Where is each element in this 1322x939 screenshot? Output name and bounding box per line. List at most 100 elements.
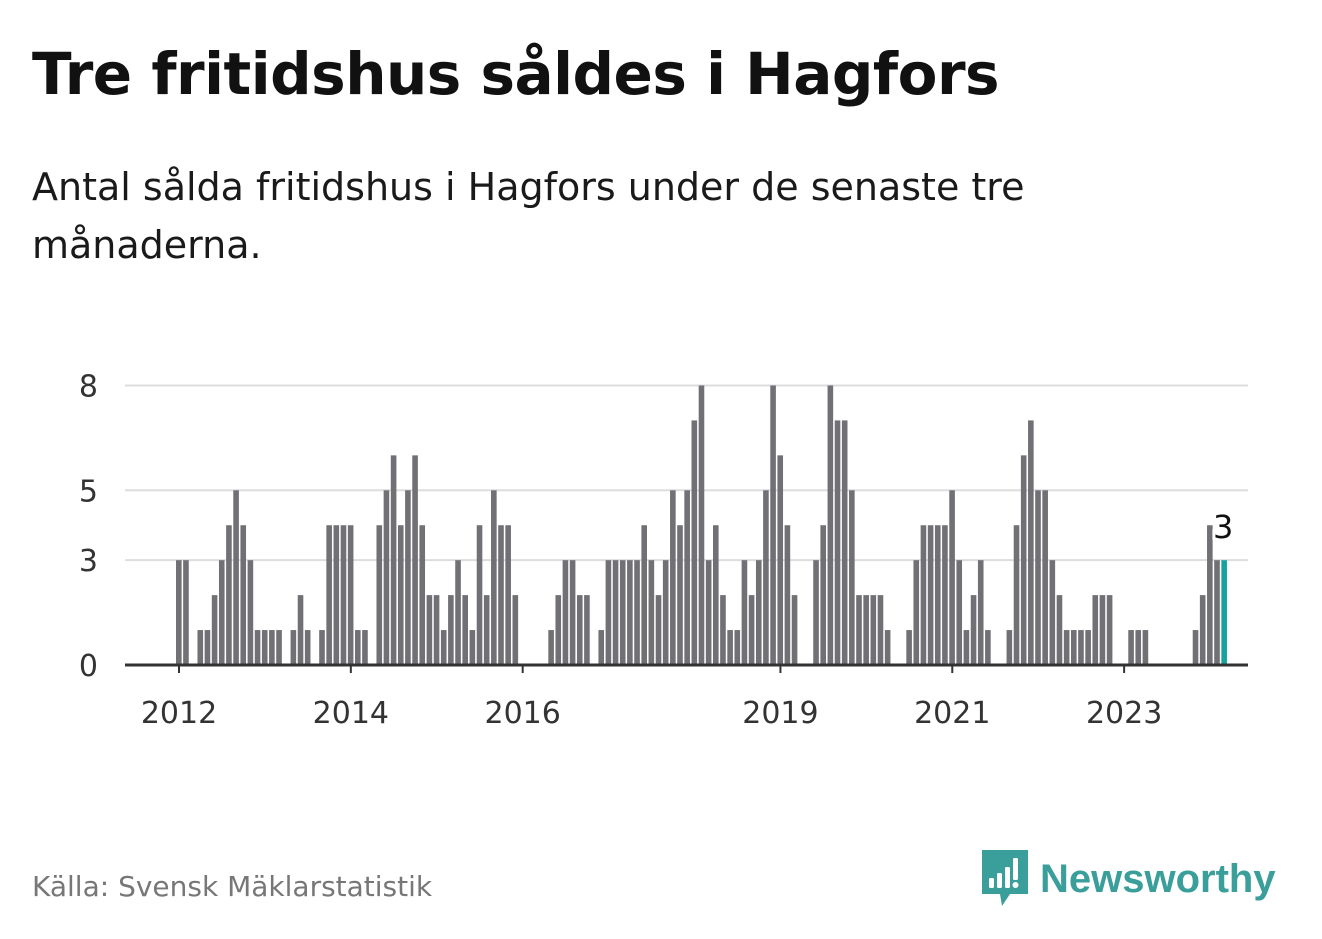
- bar: [627, 560, 633, 665]
- bar: [1028, 420, 1034, 665]
- bar: [562, 560, 569, 665]
- bar: [727, 630, 733, 665]
- bar: [662, 560, 669, 665]
- bar: [698, 385, 705, 665]
- bar: [1199, 595, 1206, 665]
- bar: [934, 525, 941, 665]
- bar: [576, 595, 583, 665]
- y-tick-label: 5: [79, 474, 98, 509]
- bar: [870, 595, 877, 665]
- bar: [970, 595, 977, 665]
- bar: [849, 490, 855, 665]
- bar: [605, 560, 612, 665]
- chart-title: Tre fritidshus såldes i Hagfors: [32, 40, 1000, 108]
- bar: [462, 595, 468, 665]
- bar: [791, 595, 798, 665]
- bar: [1192, 630, 1199, 665]
- bar: [448, 595, 454, 665]
- bar: [1056, 595, 1063, 665]
- bar: [691, 420, 698, 665]
- bar: [684, 490, 690, 665]
- y-tick-label: 3: [79, 544, 98, 579]
- bar: [763, 490, 769, 665]
- bar: [1042, 490, 1048, 665]
- bar: [770, 385, 776, 665]
- bar: [469, 630, 476, 665]
- bar: [584, 595, 590, 665]
- bar: [1078, 630, 1084, 665]
- bar: [1085, 630, 1091, 665]
- bar: [297, 595, 304, 665]
- bar: [841, 420, 848, 665]
- bar: [1099, 595, 1106, 665]
- bar: [1135, 630, 1142, 665]
- bar: [419, 525, 426, 665]
- bar: [290, 630, 297, 665]
- bar: [641, 525, 647, 665]
- bar-chart: 0 3 5 8 2012 2014 2016 2019 2021 2023 3: [79, 369, 1248, 731]
- bar: [1035, 490, 1041, 665]
- bar: [1092, 595, 1099, 665]
- bar: [670, 490, 676, 665]
- bar: [340, 525, 347, 665]
- bar: [1142, 630, 1149, 665]
- bar: [233, 490, 239, 665]
- x-tick-label: 2019: [742, 696, 818, 731]
- x-tick-label: 2021: [914, 696, 990, 731]
- bar: [913, 560, 920, 665]
- y-axis-ticks: 0 3 5 8: [79, 369, 98, 684]
- x-axis-ticks: 2012 2014 2016 2019 2021 2023: [141, 665, 1162, 731]
- bar: [569, 560, 576, 665]
- x-tick-label: 2014: [313, 696, 389, 731]
- bar: [1071, 630, 1077, 665]
- bar: [906, 630, 912, 665]
- bar: [813, 560, 819, 665]
- x-tick-label: 2023: [1086, 696, 1162, 731]
- bar: [183, 560, 189, 665]
- bar: [390, 455, 397, 665]
- bar: [827, 385, 834, 665]
- bar: [326, 525, 332, 665]
- bar: [598, 630, 605, 665]
- bar: [211, 595, 218, 665]
- bar: [834, 420, 841, 665]
- bar: [304, 630, 311, 665]
- bar: [276, 630, 282, 665]
- bar: [383, 490, 390, 665]
- bar: [784, 525, 791, 665]
- bar: [713, 525, 719, 665]
- bar: [820, 525, 826, 665]
- bar: [240, 525, 247, 665]
- y-tick-label: 0: [79, 649, 98, 684]
- bar: [362, 630, 368, 665]
- bar: [269, 630, 275, 665]
- x-tick-label: 2012: [141, 696, 217, 731]
- bar: [440, 630, 447, 665]
- bar: [963, 630, 970, 665]
- bar: [218, 560, 225, 665]
- bar: [956, 560, 963, 665]
- bar: [1207, 525, 1213, 665]
- bar: [261, 630, 268, 665]
- chart-subtitle: Antal sålda fritidshus i Hagfors under d…: [32, 165, 1025, 267]
- bar: [226, 525, 232, 665]
- bar: [1106, 595, 1113, 665]
- bar: [491, 490, 497, 665]
- bar: [705, 560, 712, 665]
- bars: [176, 385, 1227, 665]
- brand-logo: Newsworthy: [980, 848, 1276, 910]
- bar: [777, 455, 784, 665]
- bar: [884, 630, 891, 665]
- bar-highlight: [1221, 560, 1227, 665]
- bar: [734, 630, 741, 665]
- bar: [254, 630, 261, 665]
- bar: [347, 525, 354, 665]
- bar: [1214, 560, 1220, 665]
- bar: [1020, 455, 1027, 665]
- bar: [949, 490, 955, 665]
- bar: [333, 525, 340, 665]
- bar: [920, 525, 927, 665]
- brand-name: Newsworthy: [1040, 856, 1276, 901]
- y-tick-label: 8: [79, 369, 98, 404]
- bar: [648, 560, 655, 665]
